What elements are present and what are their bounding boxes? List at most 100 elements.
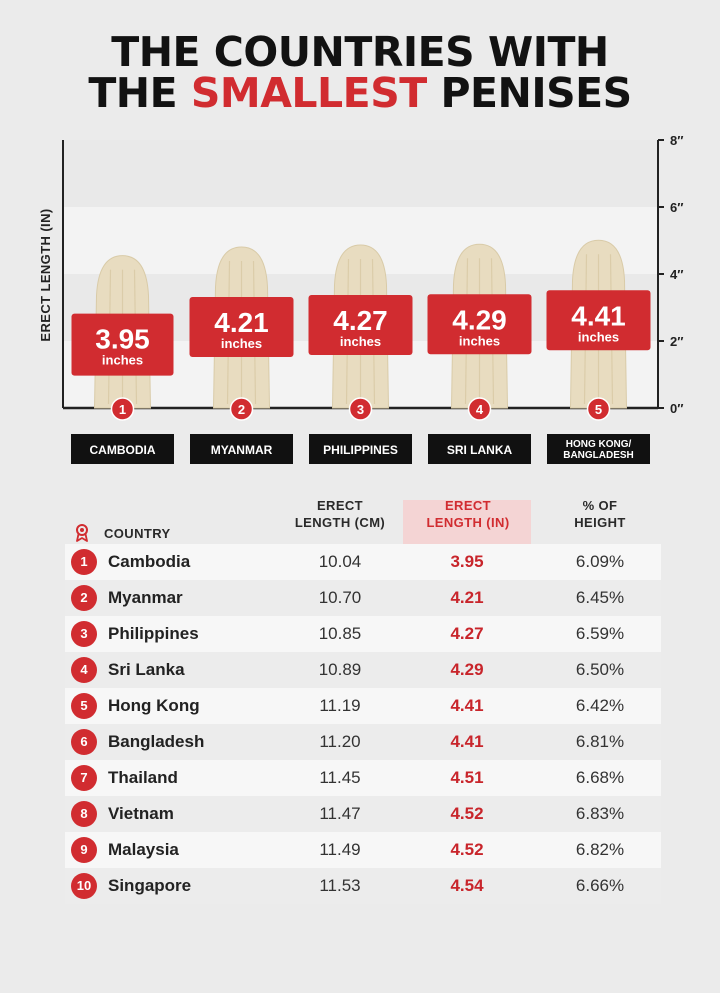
- length-cm: 11.49: [319, 840, 361, 859]
- percent-of-height: 6.45%: [575, 588, 625, 607]
- table-row: 9 Malaysia 11.49 4.52 6.82%: [65, 832, 661, 868]
- length-in: 4.54: [450, 876, 484, 895]
- title-text-prefix: THE: [88, 69, 191, 117]
- value-label: 4.21: [214, 307, 269, 338]
- length-in: 4.41: [450, 732, 484, 751]
- value-unit-label: inches: [340, 334, 381, 349]
- category-label-box: [190, 434, 293, 464]
- percent-of-height: 6.83%: [575, 804, 625, 823]
- table-header-pct: % OF HEIGHT: [544, 497, 656, 541]
- category-label: CAMBODIA: [90, 443, 156, 457]
- pct-header-line-2: HEIGHT: [574, 515, 626, 530]
- value-label: 4.29: [452, 304, 507, 335]
- category-label: HONG KONG/: [566, 439, 632, 450]
- percent-of-height: 6.42%: [575, 696, 625, 715]
- rank-badge: 9: [71, 837, 97, 863]
- length-cm: 11.20: [319, 732, 361, 751]
- page-title-line-1: THE COUNTRIES WITH: [0, 32, 720, 73]
- table-row: 3 Philippines 10.85 4.27 6.59%: [65, 616, 661, 652]
- title-text-line-1: THE COUNTRIES WITH: [111, 28, 609, 76]
- in-header-line-2: LENGTH (IN): [426, 515, 510, 530]
- table-row: 8 Vietnam 11.47 4.52 6.83%: [65, 796, 661, 832]
- length-cm: 11.47: [319, 804, 361, 823]
- y-tick-label: 0″: [670, 401, 683, 416]
- value-label-box: [308, 294, 413, 355]
- percent-of-height: 6.09%: [575, 552, 625, 571]
- country-name: Vietnam: [108, 804, 174, 823]
- rank-number: 4: [476, 402, 484, 417]
- length-in: 4.27: [450, 624, 484, 643]
- length-in: 4.29: [450, 660, 484, 679]
- data-table: 1 Cambodia 10.04 3.95 6.09% 2 Myanmar 10…: [65, 544, 661, 904]
- table-header-country: COUNTRY: [74, 511, 171, 555]
- length-in: 3.95: [450, 552, 484, 571]
- length-in: 4.21: [450, 588, 484, 607]
- value-label-box: [546, 290, 651, 351]
- length-in: 4.52: [450, 840, 484, 859]
- rank-badge: 7: [71, 765, 97, 791]
- y-tick-label: 8″: [670, 133, 683, 148]
- rank-circle: [586, 397, 611, 421]
- rank-circle: [348, 397, 373, 421]
- table-row: 6 Bangladesh 11.20 4.41 6.81%: [65, 724, 661, 760]
- title-text-suffix: PENISES: [426, 69, 632, 117]
- value-label-box: [427, 294, 532, 355]
- cm-header-line-1: ERECT: [316, 498, 364, 513]
- country-name: Singapore: [108, 876, 192, 895]
- y-tick-label: 2″: [670, 334, 683, 349]
- rank-number: 1: [119, 402, 126, 417]
- category-label: MYANMAR: [211, 443, 273, 457]
- country-name: Sri Lanka: [108, 660, 185, 679]
- in-header-line-1: ERECT: [444, 498, 492, 513]
- table-row: 10 Singapore 11.53 4.54 6.66%: [65, 868, 661, 904]
- percent-of-height: 6.82%: [575, 840, 625, 859]
- table-row: 7 Thailand 11.45 4.51 6.68%: [65, 760, 661, 796]
- rank-badge: 2: [71, 585, 97, 611]
- rank-circle: [110, 397, 135, 421]
- value-unit-label: inches: [221, 336, 262, 351]
- value-label: 3.95: [95, 324, 150, 355]
- rank-badge: 8: [71, 801, 97, 827]
- table-row: 2 Myanmar 10.70 4.21 6.45%: [65, 580, 661, 616]
- category-label: BANGLADESH: [563, 450, 634, 461]
- page-title-line-2: THE SMALLEST PENISES: [0, 73, 720, 114]
- rank-badge: 6: [71, 729, 97, 755]
- table-row: 4 Sri Lanka 10.89 4.29 6.50%: [65, 652, 661, 688]
- length-in: 4.51: [450, 768, 484, 787]
- category-label-box: [309, 434, 412, 464]
- rank-number: 3: [357, 402, 364, 417]
- value-unit-label: inches: [578, 329, 619, 344]
- percent-of-height: 6.59%: [575, 624, 625, 643]
- length-cm: 10.85: [318, 624, 362, 643]
- country-header-label: COUNTRY: [104, 525, 171, 541]
- category-label-box: [547, 434, 650, 464]
- category-label: PHILIPPINES: [323, 443, 398, 457]
- grid-band: [63, 140, 658, 207]
- rank-badge: 5: [71, 693, 97, 719]
- value-label: 4.41: [571, 300, 626, 331]
- ribbon-award-icon: [76, 524, 88, 542]
- rank-circle: [229, 397, 254, 421]
- length-cm: 10.89: [318, 660, 362, 679]
- cm-header-line-2: LENGTH (CM): [294, 515, 386, 530]
- country-name: Thailand: [108, 768, 178, 787]
- value-label: 4.27: [333, 305, 388, 336]
- rank-circle: [467, 397, 492, 421]
- length-cm: 10.04: [318, 552, 362, 571]
- rank-number: 2: [238, 402, 245, 417]
- table-row: 1 Cambodia 10.04 3.95 6.09%: [65, 544, 661, 580]
- rank-number: 5: [595, 402, 602, 417]
- length-cm: 11.19: [319, 696, 361, 715]
- y-tick-label: 6″: [670, 200, 683, 215]
- pct-header-line-1: % OF: [582, 498, 618, 513]
- category-label-box: [428, 434, 531, 464]
- length-in: 4.52: [450, 804, 484, 823]
- value-label-box: [71, 313, 174, 376]
- bar-chart: 0″2″4″6″8″ERECT LENGTH (IN) 3.95inches1CA…: [38, 133, 683, 464]
- country-name: Bangladesh: [108, 732, 205, 751]
- country-name: Malaysia: [108, 840, 179, 859]
- value-unit-label: inches: [459, 333, 500, 348]
- percent-of-height: 6.81%: [575, 732, 625, 751]
- table-row: 5 Hong Kong 11.19 4.41 6.42%: [65, 688, 661, 724]
